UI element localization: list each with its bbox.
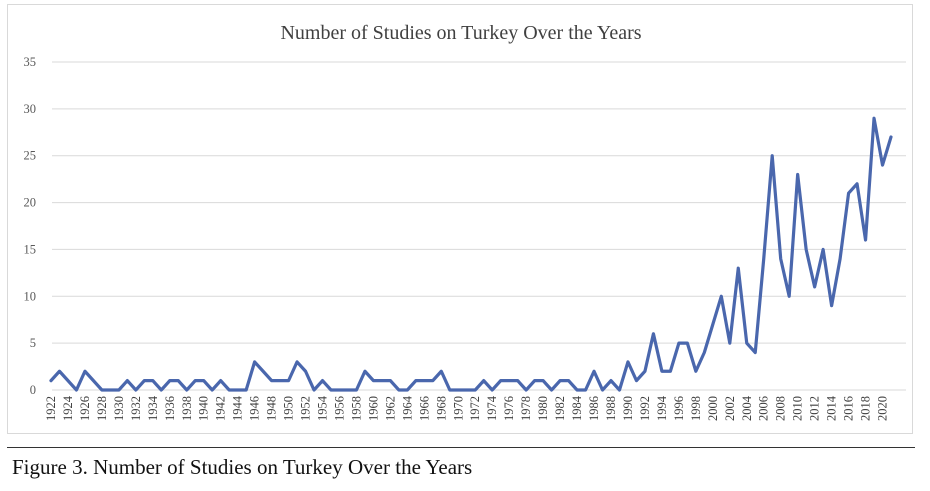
y-tick-label: 35: [24, 55, 37, 69]
x-tick-label: 1940: [197, 396, 211, 421]
x-tick-label: 1930: [112, 396, 126, 421]
x-tick-label: 2014: [825, 395, 839, 421]
x-tick-label: 1992: [638, 396, 652, 421]
x-tick-label: 1952: [299, 396, 313, 421]
x-tick-label: 1982: [553, 396, 567, 421]
x-tick-label: 1972: [468, 396, 482, 421]
x-tick-label: 2020: [876, 396, 890, 421]
x-tick-label: 1950: [282, 396, 296, 421]
x-tick-label: 1970: [451, 396, 465, 421]
y-tick-label: 10: [24, 289, 37, 303]
x-tick-label: 1946: [248, 396, 262, 421]
gridlines: [52, 61, 906, 391]
x-tick-label: 2008: [774, 396, 788, 421]
x-tick-label: 1986: [587, 396, 601, 421]
x-tick-label: 2012: [808, 396, 822, 421]
series-line-0: [49, 116, 893, 392]
y-tick-label: 15: [24, 242, 37, 256]
chart-title: Number of Studies on Turkey Over the Yea…: [280, 22, 641, 44]
x-tick-label: 1936: [163, 396, 177, 421]
x-tick-label: 1974: [485, 395, 499, 421]
x-tick-label: 1958: [349, 396, 363, 421]
y-tick-label: 0: [30, 383, 36, 397]
x-tick-label: 1932: [129, 396, 143, 421]
y-tick-label: 20: [24, 196, 37, 210]
x-tick-label: 1924: [61, 395, 75, 421]
x-tick-label: 1984: [570, 395, 584, 421]
x-tick-label: 1938: [180, 396, 194, 421]
x-tick-label: 1964: [400, 395, 414, 421]
x-tick-label: 2016: [842, 396, 856, 421]
y-tick-label: 5: [30, 336, 36, 350]
y-tick-label: 25: [24, 149, 37, 163]
x-tick-label: 1966: [417, 396, 431, 421]
x-tick-label: 1996: [672, 396, 686, 421]
x-tick-label: 1926: [78, 396, 92, 421]
x-tick-label: 1944: [231, 395, 245, 421]
x-tick-label: 1976: [502, 396, 516, 421]
x-tick-label: 1968: [434, 396, 448, 421]
x-tick-label: 1988: [604, 396, 618, 421]
x-tick-label: 1980: [536, 396, 550, 421]
y-tick-label: 30: [24, 102, 37, 116]
x-tick-label: 1922: [44, 396, 58, 421]
caption-divider: [7, 447, 915, 448]
x-tick-label: 2018: [859, 396, 873, 421]
x-tick-label: 1990: [621, 396, 635, 421]
x-tick-label: 1934: [146, 395, 160, 421]
x-tick-label: 1954: [316, 395, 330, 421]
x-axis-ticks: 1922 1924 1926 1928 1930 1932 1934 1936 1938 1940…: [44, 395, 890, 421]
x-tick-label: 1960: [366, 396, 380, 421]
x-tick-label: 1998: [689, 396, 703, 421]
x-tick-label: 2006: [757, 396, 771, 421]
x-tick-label: 1962: [383, 396, 397, 421]
y-axis-ticks: 0 5 10 15 20 25 30 35: [24, 55, 37, 397]
x-tick-label: 2000: [706, 396, 720, 421]
x-tick-label: 2002: [723, 396, 737, 421]
x-tick-label: 1994: [655, 395, 669, 421]
line-chart: Number of Studies on Turkey Over the Yea…: [24, 22, 906, 421]
series-lines: [49, 116, 893, 392]
chart-frame: Number of Studies on Turkey Over the Yea…: [7, 4, 913, 434]
x-tick-label: 1978: [519, 396, 533, 421]
x-tick-label: 1956: [332, 396, 346, 421]
x-tick-label: 2010: [791, 396, 805, 421]
x-tick-label: 2004: [740, 395, 754, 421]
x-tick-label: 1928: [95, 396, 109, 421]
x-tick-label: 1948: [265, 396, 279, 421]
figure-caption: Figure 3. Number of Studies on Turkey Ov…: [12, 455, 473, 479]
x-tick-label: 1942: [214, 396, 228, 421]
